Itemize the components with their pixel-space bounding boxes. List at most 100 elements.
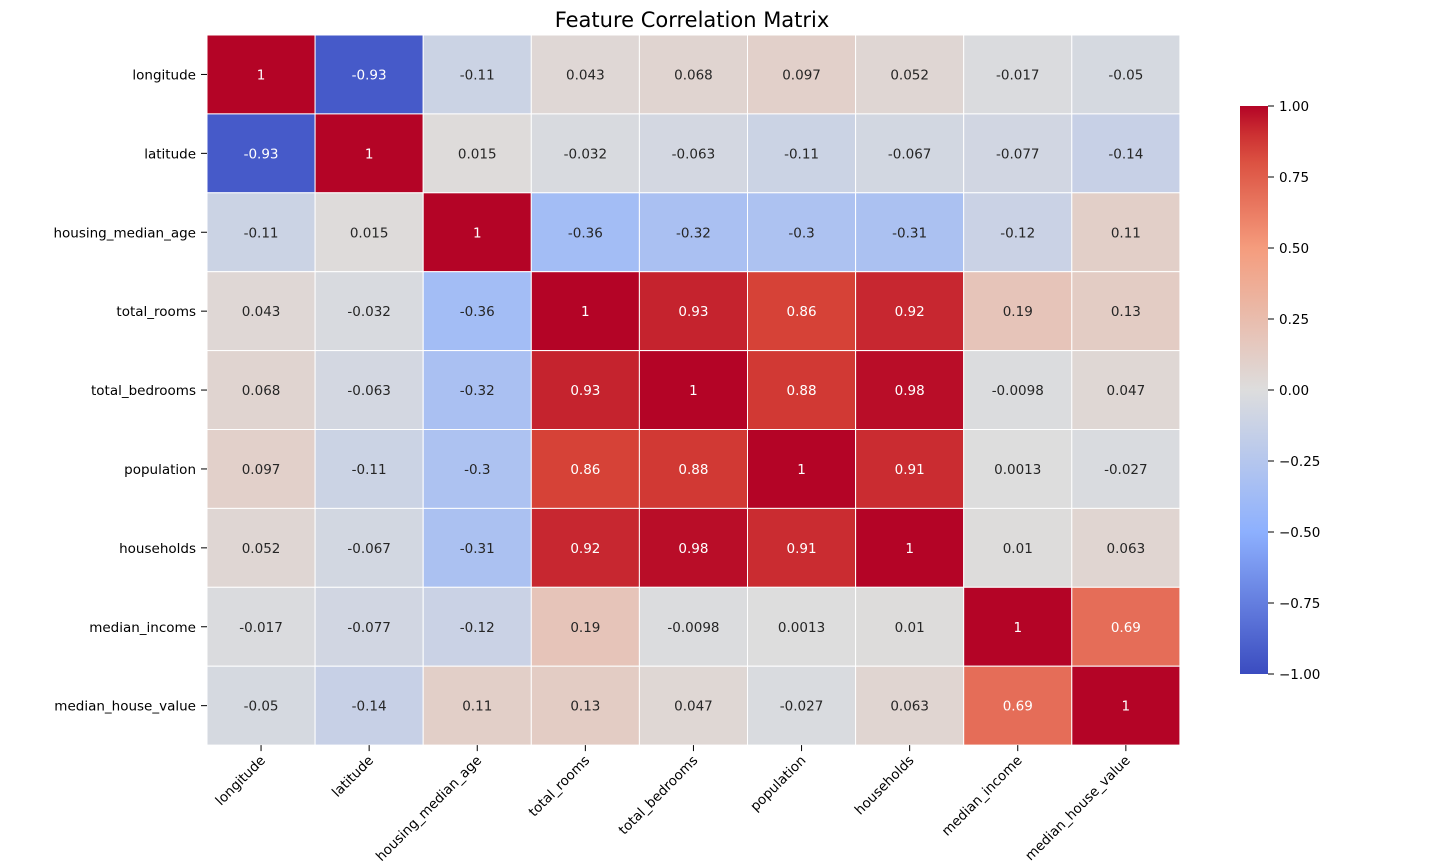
colorbar-tick-label: 0.75 bbox=[1279, 170, 1309, 186]
cell-value-label: 0.097 bbox=[242, 462, 281, 478]
cell-value-label: 0.91 bbox=[895, 462, 925, 478]
heatmap-cell bbox=[963, 113, 1073, 194]
heatmap-cell bbox=[206, 350, 316, 431]
y-tick-label: longitude bbox=[132, 67, 196, 83]
heatmap-cell bbox=[206, 34, 316, 115]
heatmap-cell bbox=[422, 586, 532, 667]
cell-value-label: 0.91 bbox=[787, 541, 817, 557]
cell-value-label: 0.047 bbox=[674, 699, 713, 715]
cell-value-label: 0.86 bbox=[570, 462, 600, 478]
heatmap-cell bbox=[747, 113, 857, 194]
heatmap-cell bbox=[206, 429, 316, 509]
heatmap-cell bbox=[314, 192, 424, 273]
cell-value-label: -0.077 bbox=[347, 620, 391, 636]
heatmap-cell bbox=[747, 34, 857, 115]
cell-value-label: -0.31 bbox=[460, 541, 495, 557]
heatmap-cell bbox=[422, 507, 532, 588]
heatmap-cell bbox=[206, 507, 316, 588]
y-tick-label: households bbox=[119, 541, 196, 557]
heatmap-cell bbox=[206, 586, 316, 667]
cell-value-label: 0.052 bbox=[242, 541, 281, 557]
colorbar-tick-label: 0.50 bbox=[1279, 241, 1309, 257]
x-tick-label: median_house_value bbox=[1022, 753, 1134, 864]
cell-value-label: 0.69 bbox=[1003, 699, 1033, 715]
cell-value-label: -0.12 bbox=[1000, 225, 1035, 241]
heatmap-cell bbox=[422, 113, 532, 194]
cell-value-label: -0.0098 bbox=[667, 620, 719, 636]
cell-value-label: 0.98 bbox=[678, 541, 708, 557]
heatmap-cell bbox=[638, 113, 749, 194]
y-tick-label: median_house_value bbox=[54, 699, 196, 715]
cell-value-label: -0.12 bbox=[460, 620, 495, 636]
x-tick-label: population bbox=[747, 753, 809, 815]
cell-value-label: 0.93 bbox=[570, 383, 600, 399]
cell-value-label: 0.097 bbox=[782, 67, 821, 83]
cell-value-label: 0.0013 bbox=[994, 462, 1041, 478]
heatmap-cell bbox=[530, 192, 640, 273]
heatmap-cell bbox=[422, 192, 532, 273]
cell-value-label: 0.86 bbox=[787, 304, 817, 320]
cell-value-label: -0.32 bbox=[460, 383, 495, 399]
cell-value-label: 0.0013 bbox=[778, 620, 825, 636]
heatmap-cell bbox=[206, 665, 316, 746]
cell-value-label: -0.14 bbox=[352, 699, 387, 715]
cell-value-label: 0.047 bbox=[1107, 383, 1146, 399]
cell-value-label: -0.0098 bbox=[992, 383, 1044, 399]
cell-value-label: -0.017 bbox=[239, 620, 283, 636]
colorbar-tick-label: −0.75 bbox=[1279, 596, 1320, 612]
heatmap-cell bbox=[1071, 429, 1181, 509]
cell-value-label: -0.11 bbox=[460, 67, 495, 83]
y-tick-label: housing_median_age bbox=[53, 225, 196, 241]
cell-value-label: -0.067 bbox=[888, 146, 932, 162]
cell-value-label: 0.69 bbox=[1111, 620, 1141, 636]
x-tick-label: latitude bbox=[329, 753, 377, 801]
heatmap-cell bbox=[638, 586, 749, 667]
cell-value-label: 0.043 bbox=[242, 304, 281, 320]
cell-value-label: 0.01 bbox=[1003, 541, 1033, 557]
colorbar-tick-label: 0.00 bbox=[1279, 383, 1309, 399]
x-tick-label: median_income bbox=[939, 753, 1026, 840]
cell-value-label: -0.93 bbox=[352, 67, 387, 83]
heatmap-cell bbox=[530, 665, 640, 746]
heatmap-cell bbox=[638, 507, 749, 588]
cell-value-label: -0.11 bbox=[352, 462, 387, 478]
heatmap-cell bbox=[530, 271, 640, 352]
heatmap-cell bbox=[422, 34, 532, 115]
x-tick-label: total_rooms bbox=[526, 753, 594, 821]
cell-value-label: 1 bbox=[581, 304, 590, 320]
cell-value-label: 1 bbox=[689, 383, 698, 399]
heatmap-cell bbox=[206, 192, 316, 273]
cell-value-label: -0.032 bbox=[347, 304, 391, 320]
cell-value-label: 0.068 bbox=[674, 67, 713, 83]
cell-value-label: -0.31 bbox=[892, 225, 927, 241]
cell-value-label: 0.01 bbox=[895, 620, 925, 636]
heatmap-cell bbox=[314, 34, 424, 115]
heatmap-cell bbox=[1071, 192, 1181, 273]
heatmap-cell bbox=[1071, 350, 1181, 431]
heatmap-cell bbox=[314, 665, 424, 746]
cell-value-label: 0.068 bbox=[242, 383, 281, 399]
y-tick-label: total_rooms bbox=[116, 304, 196, 320]
heatmap-cell bbox=[638, 665, 749, 746]
heatmap-cell bbox=[422, 665, 532, 746]
cell-value-label: -0.05 bbox=[244, 699, 279, 715]
heatmap-cell bbox=[1071, 271, 1181, 352]
cell-value-label: -0.93 bbox=[244, 146, 279, 162]
heatmap-cell bbox=[855, 586, 965, 667]
cell-value-label: 1 bbox=[365, 146, 374, 162]
y-tick-label: median_income bbox=[89, 620, 196, 636]
colorbar-tick-label: 1.00 bbox=[1279, 99, 1309, 115]
heatmap-cell bbox=[530, 34, 640, 115]
cell-value-label: 1 bbox=[905, 541, 914, 557]
cell-value-label: 1 bbox=[1122, 699, 1131, 715]
cell-value-label: 0.052 bbox=[890, 67, 929, 83]
heatmap-cells bbox=[206, 34, 1181, 746]
cell-value-label: 0.92 bbox=[895, 304, 925, 320]
heatmap-cell bbox=[206, 271, 316, 352]
cell-value-label: -0.077 bbox=[996, 146, 1040, 162]
heatmap-cell bbox=[206, 113, 316, 194]
heatmap-cell bbox=[314, 350, 424, 431]
colorbar-tick-label: −0.50 bbox=[1279, 525, 1320, 541]
cell-value-label: -0.36 bbox=[460, 304, 495, 320]
